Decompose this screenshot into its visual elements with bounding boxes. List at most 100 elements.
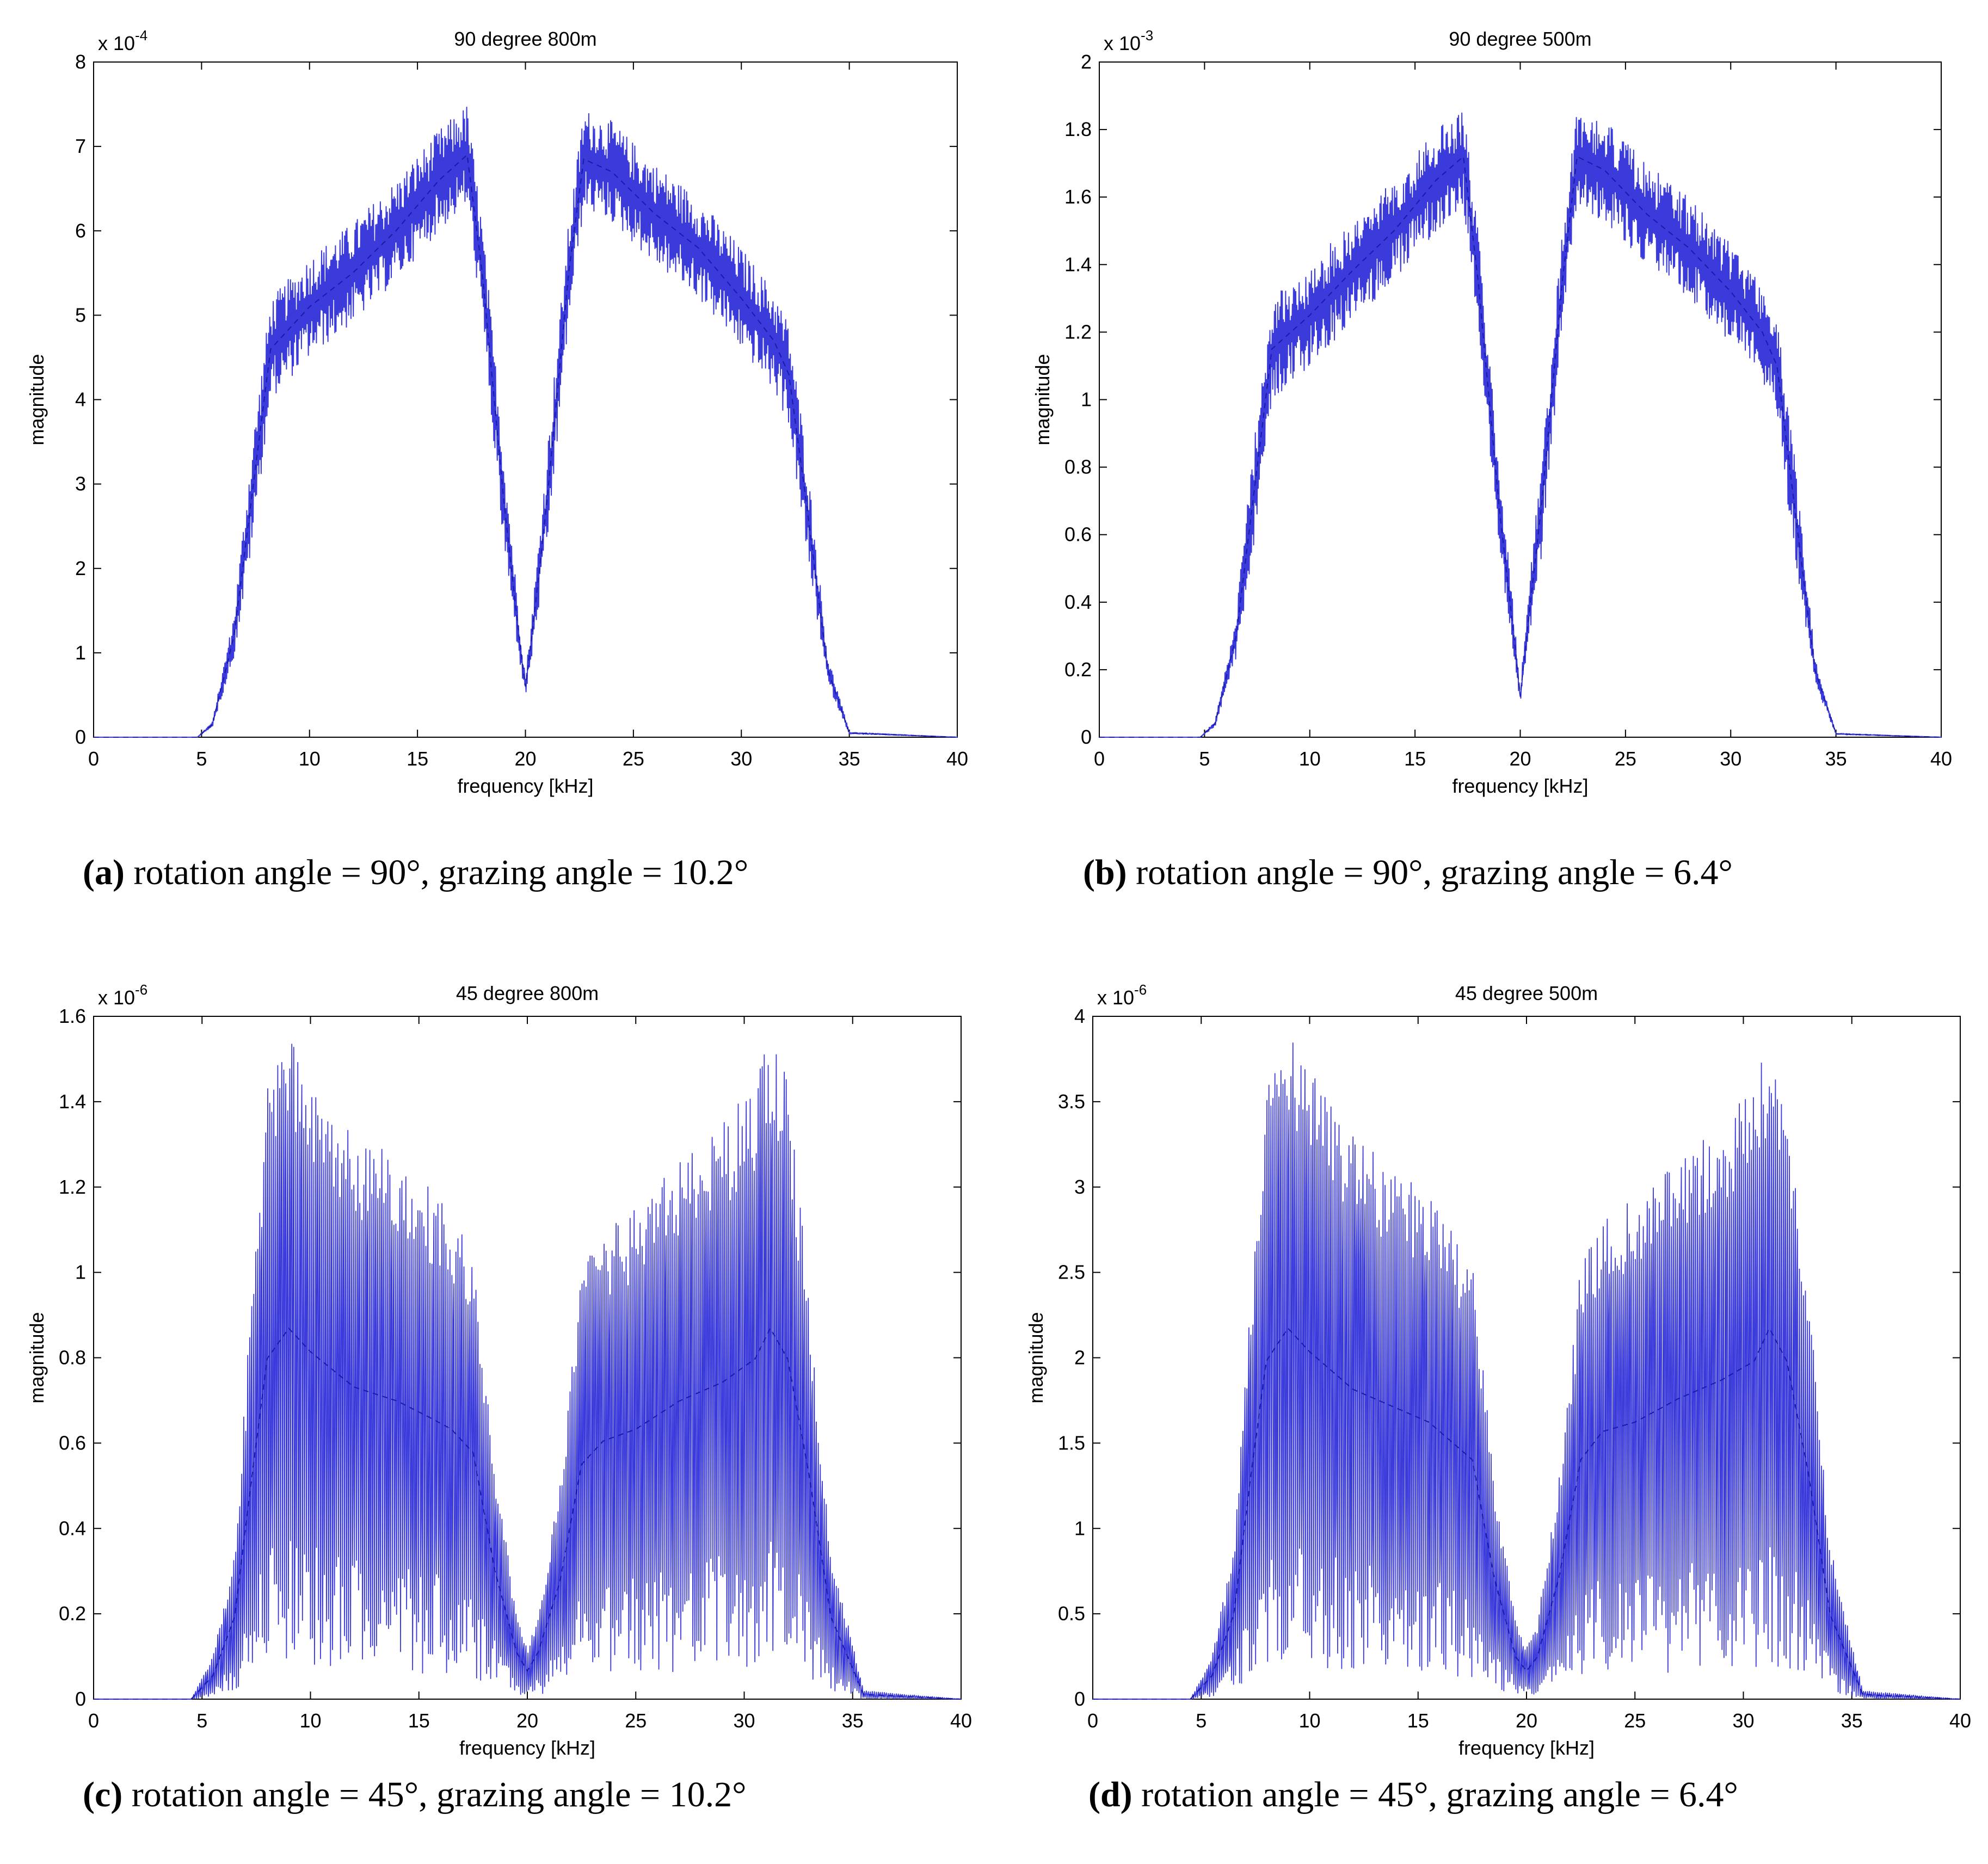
x-tick-label: 15 bbox=[1404, 748, 1426, 770]
chart-title: 90 degree 800m bbox=[454, 28, 596, 50]
y-tick-label: 1.6 bbox=[1064, 186, 1092, 208]
x-axis-label: frequency [kHz] bbox=[457, 775, 593, 797]
caption-text: rotation angle = 90°, grazing angle = 10… bbox=[125, 853, 748, 892]
x-tick-label: 5 bbox=[1199, 748, 1210, 770]
x-tick-label: 5 bbox=[196, 748, 207, 770]
x-tick-label: 30 bbox=[1732, 1709, 1754, 1732]
x-tick-label: 40 bbox=[950, 1709, 972, 1732]
y-tick-label: 1.4 bbox=[59, 1090, 86, 1113]
y-tick-label: 0.6 bbox=[59, 1431, 86, 1454]
y-tick-label: 1.4 bbox=[1064, 253, 1092, 275]
x-tick-label: 35 bbox=[842, 1709, 864, 1732]
x-tick-label: 25 bbox=[625, 1709, 647, 1732]
y-tick-label: 2 bbox=[1081, 51, 1092, 73]
x-tick-label: 0 bbox=[1087, 1709, 1098, 1732]
y-tick-label: 0.8 bbox=[59, 1347, 86, 1369]
x-tick-label: 20 bbox=[514, 748, 536, 770]
y-tick-label: 0.6 bbox=[1064, 523, 1092, 546]
x-axis-label: frequency [kHz] bbox=[1458, 1737, 1595, 1759]
y-tick-label: 0 bbox=[1081, 726, 1092, 748]
series-line bbox=[94, 1044, 962, 1700]
y-tick-label: 4 bbox=[1074, 1005, 1085, 1027]
y-tick-label: 1.6 bbox=[59, 1005, 86, 1027]
x-tick-label: 20 bbox=[1516, 1709, 1537, 1732]
caption-1: (b) rotation angle = 90°, grazing angle … bbox=[1083, 853, 1733, 892]
x-axis-label: frequency [kHz] bbox=[459, 1737, 595, 1759]
y-tick-label: 1.8 bbox=[1064, 118, 1092, 140]
y-axis-label: magnitude bbox=[26, 354, 48, 445]
x-tick-label: 0 bbox=[1094, 748, 1105, 770]
y-tick-label: 0.8 bbox=[1064, 456, 1092, 478]
x-tick-label: 40 bbox=[946, 748, 968, 770]
y-axis-label: magnitude bbox=[1025, 1312, 1047, 1403]
x-tick-label: 20 bbox=[516, 1709, 538, 1732]
x-tick-label: 10 bbox=[299, 748, 321, 770]
x-tick-label: 10 bbox=[1298, 1709, 1320, 1732]
x-tick-label: 25 bbox=[1615, 748, 1636, 770]
chart-title: 45 degree 800m bbox=[456, 982, 599, 1004]
caption-label: (b) bbox=[1083, 853, 1127, 892]
y-axis-label: magnitude bbox=[1031, 354, 1054, 445]
y-tick-label: 1.2 bbox=[59, 1176, 86, 1198]
x-tick-label: 25 bbox=[1624, 1709, 1646, 1732]
axis-exponent: x 10-3 bbox=[1104, 27, 1153, 54]
x-tick-label: 35 bbox=[839, 748, 860, 770]
y-tick-label: 0 bbox=[1074, 1688, 1085, 1710]
x-tick-label: 30 bbox=[730, 748, 752, 770]
chart-b: 0 5 10 15 20 25 30 35 40 0 0.2 0.4 0.6 0.8 1 1.2 1.4 1.6 1… bbox=[1031, 27, 1952, 797]
x-tick-label: 35 bbox=[1825, 748, 1847, 770]
chart-title: 45 degree 500m bbox=[1455, 982, 1598, 1004]
y-tick-label: 1.2 bbox=[1064, 320, 1092, 343]
series-line bbox=[94, 107, 957, 738]
series-trend-line bbox=[1093, 1327, 1961, 1700]
chart-title: 90 degree 500m bbox=[1449, 28, 1591, 50]
caption-3: (d) rotation angle = 45°, grazing angle … bbox=[1088, 1775, 1738, 1814]
x-tick-label: 15 bbox=[1407, 1709, 1429, 1732]
series-line bbox=[1093, 1042, 1961, 1700]
series-line bbox=[1099, 112, 1941, 738]
y-tick-label: 3 bbox=[1074, 1176, 1085, 1198]
chart-a: 0 5 10 15 20 25 30 35 40 0 1 2 3 4 5 6 7 8 x 10-4 90 degree… bbox=[26, 27, 968, 797]
y-tick-label: 3 bbox=[75, 473, 86, 495]
x-tick-label: 5 bbox=[196, 1709, 207, 1732]
x-tick-label: 0 bbox=[88, 1709, 99, 1732]
chart-d: 0 5 10 15 20 25 30 35 40 0 0.5 1 1.5 2 2.5 3 3.5 4 x 10-6 4… bbox=[1025, 982, 1971, 1759]
x-tick-label: 30 bbox=[1720, 748, 1741, 770]
y-tick-label: 2 bbox=[75, 557, 86, 579]
y-tick-label: 0 bbox=[75, 726, 86, 748]
axis-exponent: x 10-4 bbox=[98, 27, 147, 54]
caption-0: (a) rotation angle = 90°, grazing angle … bbox=[83, 853, 748, 892]
caption-text: rotation angle = 45°, grazing angle = 10… bbox=[122, 1775, 746, 1814]
x-tick-label: 25 bbox=[623, 748, 644, 770]
y-tick-label: 0.2 bbox=[59, 1602, 86, 1625]
y-tick-label: 2 bbox=[1074, 1347, 1085, 1369]
plot-area bbox=[1099, 61, 1942, 738]
axis-exponent: x 10-6 bbox=[98, 982, 147, 1009]
axis-exponent: x 10-6 bbox=[1097, 982, 1147, 1009]
x-tick-label: 10 bbox=[299, 1709, 321, 1732]
chart-c: 0 5 10 15 20 25 30 35 40 0 0.2 0.4 0.6 0.8 1 1.2 1.4 1.6 x… bbox=[26, 982, 972, 1759]
y-tick-label: 0.4 bbox=[59, 1517, 86, 1539]
x-tick-label: 5 bbox=[1196, 1709, 1207, 1732]
y-tick-label: 5 bbox=[75, 304, 86, 326]
x-tick-label: 40 bbox=[1949, 1709, 1971, 1732]
x-tick-label: 0 bbox=[88, 748, 99, 770]
y-tick-label: 0.4 bbox=[1064, 591, 1092, 613]
y-tick-label: 7 bbox=[75, 135, 86, 157]
x-tick-label: 20 bbox=[1509, 748, 1531, 770]
series-trend-line bbox=[1099, 155, 1942, 738]
y-tick-label: 8 bbox=[75, 51, 86, 73]
y-tick-label: 1.5 bbox=[1058, 1431, 1085, 1454]
series-trend-line bbox=[94, 153, 958, 738]
caption-label: (d) bbox=[1088, 1775, 1133, 1814]
y-tick-label: 1 bbox=[1074, 1517, 1085, 1539]
caption-label: (a) bbox=[83, 853, 125, 892]
y-tick-label: 0.2 bbox=[1064, 658, 1092, 681]
x-tick-label: 35 bbox=[1841, 1709, 1863, 1732]
y-tick-label: 6 bbox=[75, 219, 86, 242]
y-tick-label: 1 bbox=[1081, 388, 1092, 411]
y-axis-label: magnitude bbox=[26, 1312, 48, 1403]
x-tick-label: 30 bbox=[733, 1709, 755, 1732]
y-tick-label: 4 bbox=[75, 388, 86, 411]
